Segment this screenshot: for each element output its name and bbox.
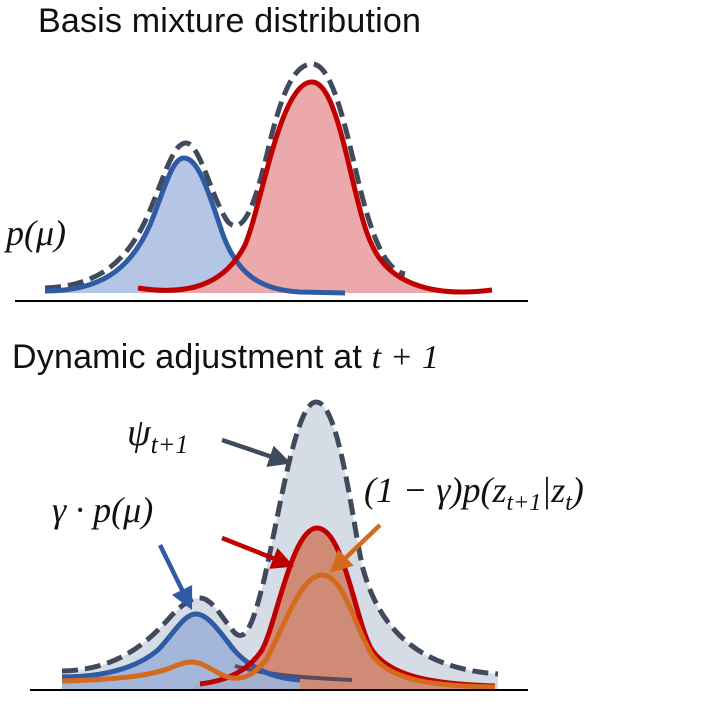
panel1-red-fill (140, 82, 490, 293)
panel1-title: Basis mixture distribution (38, 2, 421, 41)
panel1-title-text: Basis mixture distribution (38, 2, 422, 40)
panel2-plot: ψt+1 γ · p(μ) (1 − γ)p(zt+1|zt) (30, 399, 584, 691)
panel1-red-curve (137, 79, 493, 295)
label-transition-mid: |z (541, 470, 565, 510)
label-gamma-p: γ · p(μ) (52, 490, 153, 530)
gamma-p-arrow (157, 544, 193, 611)
label-transition-sub2: t (565, 490, 573, 516)
label-transition-sub1: t+1 (506, 490, 541, 516)
panel1-plot: p(μ) (3, 61, 528, 302)
label-transition-main: (1 − γ)p(z (364, 470, 506, 510)
panel1-label-p-mu: p(μ) (3, 213, 66, 253)
panel2-title-text: Dynamic adjustment at (12, 338, 372, 376)
label-psi-main: ψ (127, 412, 152, 454)
panel1-mixture-curve (44, 61, 406, 291)
panel1-blue-fill (45, 158, 345, 293)
panel2-title: Dynamic adjustment at t + 1 (12, 338, 439, 377)
panel1-blue-curve (44, 155, 346, 296)
label-transition-end: ) (570, 470, 584, 510)
panel2-title-math: t + 1 (371, 339, 440, 376)
label-psi: ψt+1 (127, 412, 188, 459)
panel2-red-curve (199, 525, 496, 689)
red-arrow (221, 535, 295, 569)
transition-arrow (329, 523, 382, 574)
label-psi-sub: t+1 (151, 430, 189, 459)
label-transition: (1 − γ)p(zt+1|zt) (364, 470, 584, 516)
psi-arrow (221, 437, 292, 467)
panel2-transition-curve (61, 572, 496, 690)
